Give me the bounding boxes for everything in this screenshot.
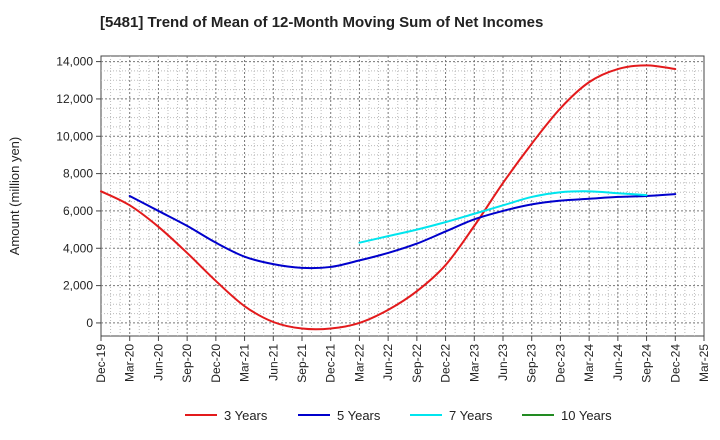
- y-tick-label: 8,000: [63, 167, 93, 181]
- y-tick-label: 4,000: [63, 241, 93, 255]
- y-tick-label: 0: [86, 316, 93, 330]
- x-tick-label: Dec-22: [439, 344, 453, 383]
- series-line-3-years: [100, 64, 677, 331]
- grid: [101, 56, 704, 336]
- x-tick-label: Mar-20: [123, 344, 137, 382]
- y-tick-label: 12,000: [56, 92, 93, 106]
- chart-title: [5481] Trend of Mean of 12-Month Moving …: [100, 14, 544, 31]
- x-tick-label: Mar-22: [352, 344, 366, 382]
- y-tick-label: 14,000: [56, 55, 93, 69]
- x-tick-label: Mar-23: [467, 344, 481, 382]
- y-axis-ticks: 0 2,000 4,000 6,000 8,000 10,000 12,000 14,000: [56, 55, 101, 330]
- legend-item-3-years: 3 Years: [185, 408, 268, 423]
- plot-area: [100, 55, 705, 337]
- legend: 3 Years 5 Years 7 Years 10 Years: [185, 408, 612, 423]
- legend-label: 7 Years: [449, 408, 493, 423]
- x-tick-label: Jun-20: [151, 344, 165, 381]
- x-tick-label: Dec-21: [324, 344, 338, 383]
- legend-label: 3 Years: [224, 408, 268, 423]
- x-tick-label: Dec-24: [668, 344, 682, 383]
- y-axis-title: Amount (million yen): [7, 137, 22, 256]
- x-tick-label: Sep-20: [180, 344, 194, 383]
- series-line-5-years: [128, 193, 677, 270]
- x-tick-label: Dec-19: [94, 344, 108, 383]
- x-tick-label: Dec-20: [209, 344, 223, 383]
- x-tick-label: Sep-24: [640, 344, 654, 383]
- x-tick-label: Sep-21: [295, 344, 309, 383]
- x-tick-label: Dec-23: [553, 344, 567, 383]
- legend-label: 5 Years: [337, 408, 381, 423]
- x-tick-label: Mar-21: [238, 344, 252, 382]
- legend-item-5-years: 5 Years: [298, 408, 381, 423]
- y-tick-label: 2,000: [63, 279, 93, 293]
- x-tick-label: Jun-24: [611, 344, 625, 381]
- legend-label: 10 Years: [561, 408, 612, 423]
- x-tick-label: Sep-22: [410, 344, 424, 383]
- x-tick-label: Jun-23: [496, 344, 510, 381]
- x-tick-label: Sep-23: [525, 344, 539, 383]
- x-tick-label: Jun-21: [266, 344, 280, 381]
- x-tick-label: Jun-22: [381, 344, 395, 381]
- y-tick-label: 10,000: [56, 129, 93, 143]
- series-line-7-years: [358, 190, 648, 244]
- y-tick-label: 6,000: [63, 204, 93, 218]
- series-layer: [100, 64, 677, 331]
- x-tick-label: Mar-24: [582, 344, 596, 382]
- x-axis-ticks: Dec-19 Mar-20 Jun-20 Sep-20 Dec-20 Mar-21 Jun-…: [94, 336, 711, 383]
- legend-item-7-years: 7 Years: [410, 408, 493, 423]
- x-tick-label: Mar-25: [697, 344, 711, 382]
- legend-item-10-years: 10 Years: [522, 408, 612, 423]
